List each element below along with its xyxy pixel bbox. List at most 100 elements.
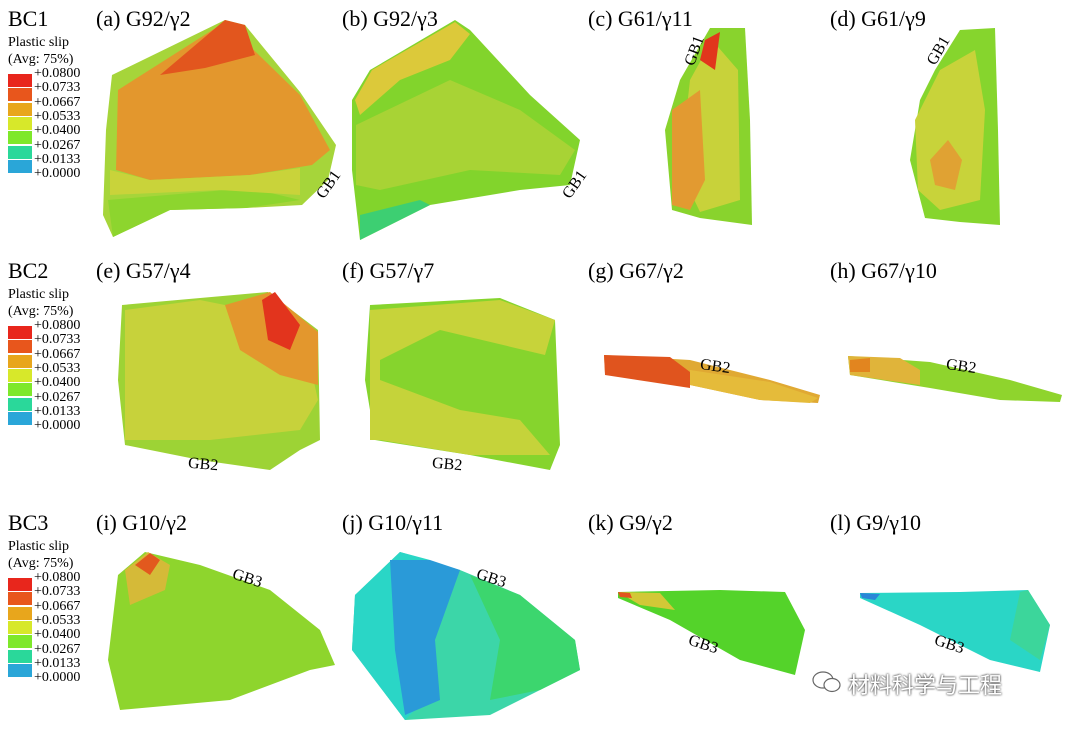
legend-title-line1: Plastic slip [8,287,70,302]
grain-panel-e [118,292,320,470]
watermark-text: 材料科学与工程 [848,674,1003,699]
grain-panel-d [910,28,1000,225]
legend-swatch [8,102,32,116]
legend-swatch [8,88,32,102]
legend-tick-label: +0.0133 [34,655,81,671]
grain-panel-a [103,20,336,237]
grain-k-yellow [618,592,675,610]
panel-title-l: (l) G9/γ10 [830,510,921,535]
legend-tick-label: +0.0667 [34,598,81,614]
grain-a-lower [108,188,300,237]
legend-swatch [8,383,32,397]
legend-tick-label: +0.0667 [34,94,81,110]
grain-l-blue [860,593,880,600]
legend-swatch [8,326,32,339]
grain-c-red [700,32,720,70]
legend-title-line1: Plastic slip [8,35,70,50]
legend-tick-label: +0.0000 [34,418,81,434]
grain-panel-b [352,20,580,240]
grain-l-base [860,590,1050,672]
legend-swatch [8,592,32,606]
wechat-icon [812,671,841,693]
legend-tick-label: +0.0667 [34,346,81,362]
legend-swatch [8,606,32,620]
legend-swatch [8,649,32,663]
legend-tick-label: +0.0400 [34,123,81,139]
legend-tick-label: +0.0733 [34,332,81,348]
legend-swatch [8,354,32,368]
legend-tick-label: +0.0267 [34,641,81,657]
row-label-bc2: BC2 [8,258,49,283]
grain-panel-c [665,28,752,225]
panel-title-h: (h) G67/γ10 [830,258,937,283]
legend-tick-label: +0.0400 [34,375,81,391]
grain-f-yellow [370,300,555,440]
legend-tick-label: +0.0800 [34,570,81,585]
panel-title-k: (k) G9/γ2 [588,510,673,535]
grain-i-base [108,552,335,710]
grain-d-orange [930,140,962,190]
legend-tick-label: +0.0800 [34,318,81,333]
legend-tick-label: +0.0000 [34,670,81,686]
grain-a-orange [116,22,330,180]
panel-title-f: (f) G57/γ7 [342,258,435,283]
legend-tick-label: +0.0267 [34,389,81,405]
row-label-bc1: BC1 [8,6,49,31]
legend-swatch [8,578,32,591]
legend-bc1: Plastic slip (Avg: 75%) +0.0800 +0.0733 +0… [8,34,108,181]
grain-a-red [160,20,255,75]
panel-title-e: (e) G57/γ4 [96,258,191,283]
legend-swatch [8,145,32,159]
grain-a-yellow [110,168,300,195]
grain-l-green [1010,590,1050,660]
grain-panel-g [604,355,820,403]
legend-swatch [8,620,32,634]
panel-title-c: (c) G61/γ11 [588,6,693,31]
panel-title-i: (i) G10/γ2 [96,510,187,535]
legend-tick-label: +0.0000 [34,166,81,182]
grain-b-orange [355,22,470,115]
legend-swatch [8,368,32,382]
grain-f-yellow2 [380,380,550,455]
legend-swatch [8,397,32,411]
legend-swatch [8,663,32,677]
grain-j-blue [390,560,460,715]
legend-title-line2: (Avg: 75%) [8,556,74,571]
legend-tick-label: +0.0133 [34,151,81,167]
row-label-bc3: BC3 [8,510,49,535]
grain-g-mid [690,370,818,403]
grain-panel-k [618,590,805,675]
legend-tick-label: +0.0733 [34,80,81,96]
legend-tick-label: +0.0533 [34,612,81,628]
gb-label-e: GB2 [187,454,219,475]
panel-title-d: (d) G61/γ9 [830,6,926,31]
grain-k-red [618,592,632,598]
legend-tick-label: +0.0733 [34,584,81,600]
grain-panel-j [352,552,580,720]
legend-bc2: Plastic slip (Avg: 75%) +0.0800 +0.0733 +0… [8,286,108,433]
grain-k-base [618,590,805,675]
grain-b-yellow [356,80,575,190]
legend-swatch [8,74,32,87]
legend-title-line2: (Avg: 75%) [8,304,74,319]
grain-g-orange [604,355,690,388]
panel-title-a: (a) G92/γ2 [96,6,191,31]
grain-i-red [135,553,160,575]
legend-swatch [8,340,32,354]
panel-title-j: (j) G10/γ11 [342,510,444,535]
grain-panel-h [848,356,1062,402]
legend-swatch [8,411,32,425]
legend-swatch [8,159,32,173]
grain-h-orange2 [850,358,870,372]
legend-title-line2: (Avg: 75%) [8,52,74,67]
grain-j-green [470,575,580,700]
grain-b-teal [360,200,430,240]
grain-panel-i [108,552,335,710]
grain-panel-f [365,298,560,470]
panel-title-b: (b) G92/γ3 [342,6,438,31]
grain-e-red [262,292,300,350]
legend-tick-label: +0.0133 [34,403,81,419]
gb-label-f: GB2 [431,454,463,475]
